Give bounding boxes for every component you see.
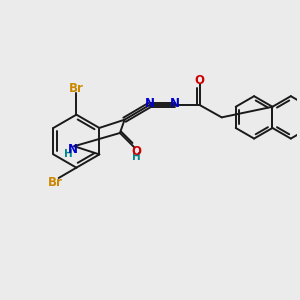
Text: N: N bbox=[145, 97, 154, 110]
Text: Br: Br bbox=[69, 82, 84, 95]
Text: N: N bbox=[169, 97, 180, 110]
Text: H: H bbox=[64, 149, 73, 160]
Text: N: N bbox=[68, 143, 78, 156]
Text: O: O bbox=[131, 145, 141, 158]
Text: O: O bbox=[195, 74, 205, 87]
Text: Br: Br bbox=[48, 176, 63, 189]
Text: H: H bbox=[132, 152, 140, 162]
